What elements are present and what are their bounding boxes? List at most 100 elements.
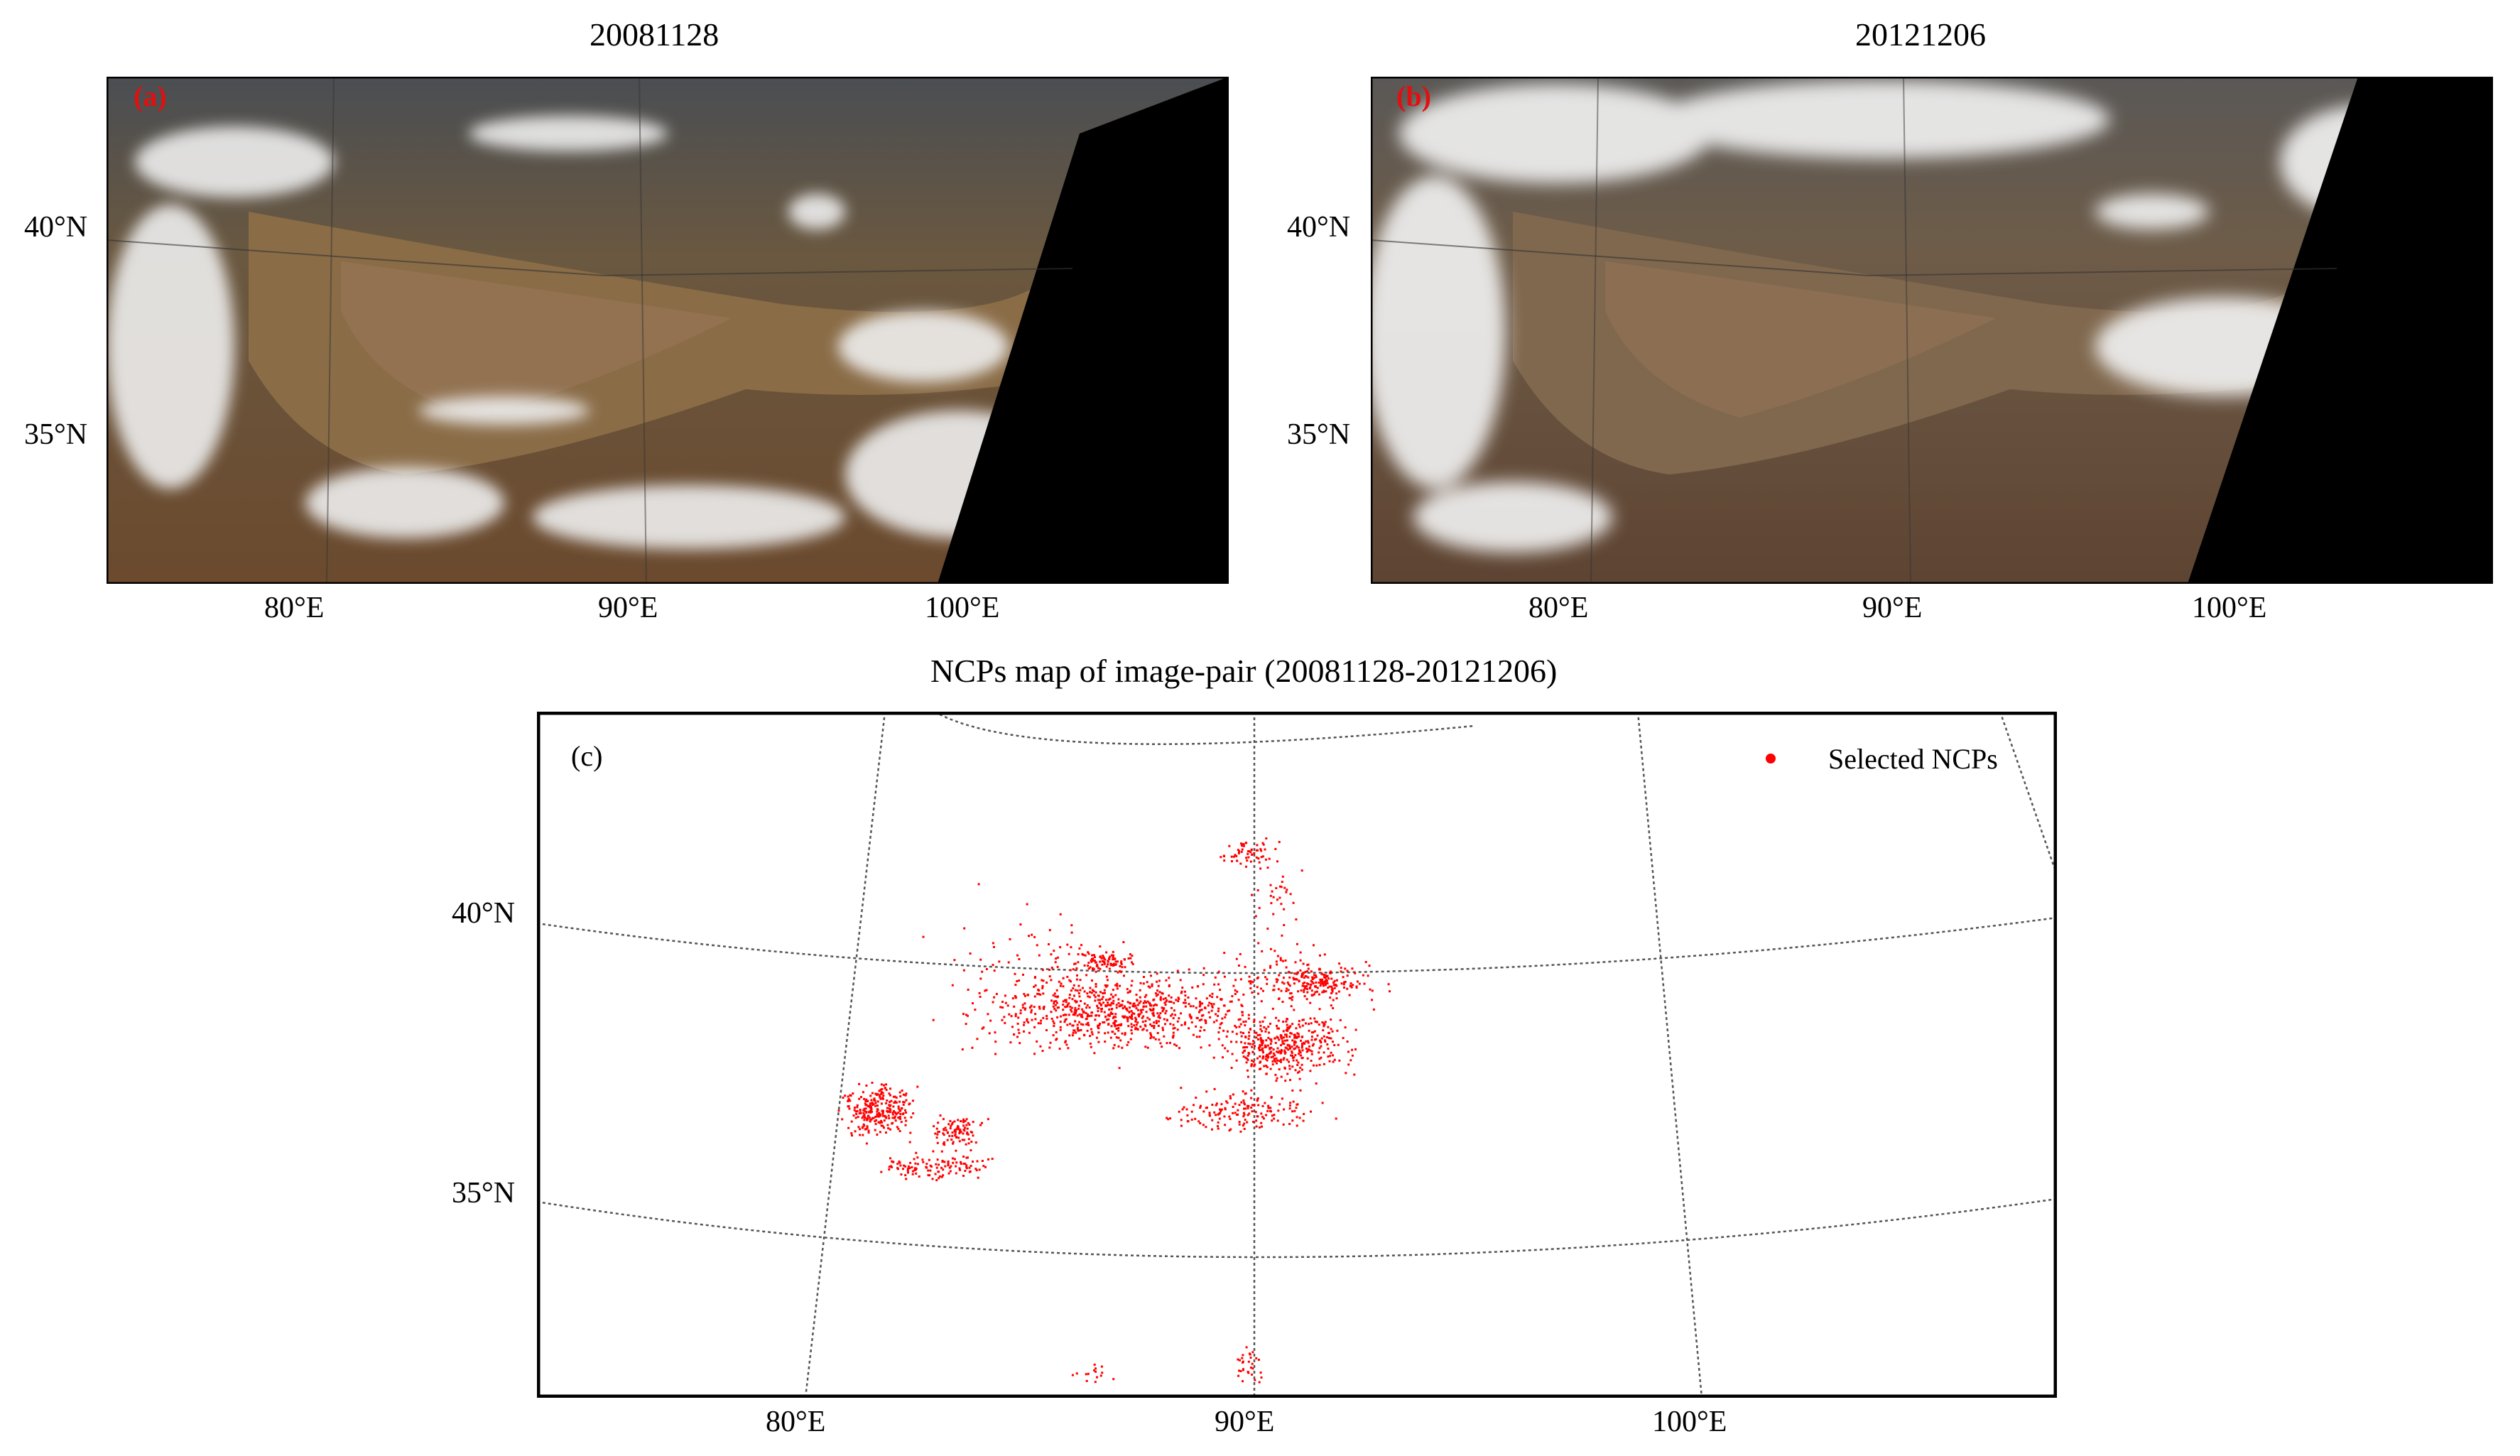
ncp-point bbox=[995, 993, 998, 995]
ncp-point bbox=[959, 1129, 962, 1131]
ncp-point bbox=[1308, 1023, 1310, 1026]
ncp-point bbox=[1055, 1009, 1058, 1012]
ncp-point bbox=[1242, 1360, 1244, 1363]
ncp-point bbox=[898, 1130, 901, 1133]
ncp-point bbox=[1060, 1015, 1062, 1018]
ncp-point bbox=[976, 1038, 979, 1041]
ncp-point bbox=[1322, 983, 1325, 986]
ncp-point bbox=[1211, 996, 1214, 999]
ncp-point bbox=[1156, 1012, 1159, 1015]
ncp-point bbox=[957, 1136, 960, 1139]
ncp-point bbox=[863, 1114, 866, 1117]
ncp-point bbox=[1011, 1026, 1014, 1028]
ncp-point bbox=[1276, 981, 1278, 984]
ncp-point bbox=[880, 1092, 883, 1095]
ncp-point bbox=[1275, 887, 1278, 889]
ncp-point bbox=[891, 1112, 894, 1114]
ncp-point bbox=[1302, 982, 1305, 985]
ncp-point bbox=[1102, 1021, 1104, 1023]
ncp-point bbox=[1086, 1022, 1089, 1025]
ncp-point bbox=[1111, 1013, 1114, 1015]
ncp-point bbox=[1276, 860, 1278, 863]
ncp-point bbox=[888, 1117, 891, 1119]
ncp-point bbox=[1310, 970, 1313, 973]
ncp-point bbox=[1276, 898, 1278, 901]
ncp-point bbox=[1124, 1015, 1126, 1018]
ncp-point bbox=[1243, 1128, 1246, 1130]
ncp-point bbox=[951, 1131, 954, 1134]
ncp-point bbox=[957, 1126, 960, 1129]
ncp-point bbox=[1226, 1102, 1229, 1104]
ncp-point bbox=[1133, 1002, 1136, 1005]
ncp-point bbox=[1278, 1060, 1281, 1063]
ncp-point bbox=[1178, 998, 1180, 1000]
ncp-point bbox=[1305, 975, 1308, 978]
ncp-point bbox=[1256, 977, 1259, 979]
ncp-point bbox=[1269, 1038, 1271, 1041]
ncp-point bbox=[1283, 1108, 1286, 1111]
ncp-point bbox=[1165, 1009, 1168, 1012]
ncp-point bbox=[1167, 1118, 1170, 1121]
ncp-point bbox=[1318, 1058, 1321, 1060]
ncp-point bbox=[955, 1165, 957, 1168]
ncp-point bbox=[1115, 1028, 1118, 1030]
ncp-point bbox=[1229, 1118, 1232, 1120]
ncp-point bbox=[1202, 1124, 1205, 1126]
ncp-point bbox=[1069, 1009, 1072, 1011]
ncp-point bbox=[859, 1134, 862, 1136]
ncp-point bbox=[1162, 1009, 1165, 1011]
ncp-point bbox=[1054, 1004, 1057, 1006]
ncp-point bbox=[1238, 1026, 1241, 1028]
ncp-point bbox=[1222, 1029, 1225, 1032]
ncp-point bbox=[1224, 1108, 1227, 1111]
ncp-point bbox=[1139, 982, 1142, 984]
ncp-point bbox=[1237, 852, 1240, 854]
ncp-point bbox=[853, 1109, 856, 1112]
ncp-point bbox=[911, 1166, 913, 1168]
ncp-point bbox=[1171, 1006, 1173, 1009]
ncp-point bbox=[1208, 1044, 1211, 1047]
ncp-point bbox=[1185, 1108, 1188, 1111]
ncp-point bbox=[1320, 1056, 1323, 1059]
ncp-point bbox=[1103, 992, 1106, 994]
ncp-point bbox=[1262, 1051, 1264, 1054]
ncp-point bbox=[1337, 1043, 1340, 1046]
ncp-point bbox=[1291, 1054, 1293, 1057]
ncp-point bbox=[1112, 962, 1115, 965]
ncp-point bbox=[1052, 1034, 1055, 1037]
ncp-point bbox=[1303, 1041, 1305, 1044]
ncp-point bbox=[1301, 1042, 1303, 1045]
ncp-point bbox=[1135, 1023, 1138, 1026]
ncp-point bbox=[1117, 1029, 1120, 1032]
ncp-point bbox=[1085, 1011, 1087, 1014]
ncp-point bbox=[1241, 844, 1243, 847]
ncp-point bbox=[1046, 1015, 1048, 1017]
ncp-point bbox=[891, 1117, 894, 1119]
ncp-point bbox=[1298, 979, 1300, 982]
ncp-point bbox=[1046, 1017, 1048, 1020]
ncp-point bbox=[1266, 1059, 1269, 1062]
ncp-point bbox=[1265, 1065, 1268, 1067]
ncp-point bbox=[1282, 1123, 1285, 1126]
ncp-point bbox=[1220, 998, 1222, 1001]
ncp-point bbox=[1153, 1025, 1156, 1027]
ncp-point bbox=[1320, 1045, 1323, 1048]
ncp-point bbox=[1017, 1016, 1020, 1019]
ncp-point bbox=[1129, 953, 1131, 956]
ncp-map: Selected NCPs (c) bbox=[537, 712, 2057, 1398]
ncp-point bbox=[1093, 1363, 1096, 1366]
ncp-point bbox=[1117, 1036, 1120, 1039]
ncp-point bbox=[1249, 851, 1252, 854]
ncp-point bbox=[1212, 1056, 1215, 1059]
ncp-point bbox=[898, 1091, 901, 1094]
ncp-point bbox=[869, 1118, 871, 1121]
ncp-point bbox=[854, 1117, 857, 1119]
ncp-point bbox=[897, 1112, 900, 1114]
ncp-point bbox=[1085, 1023, 1088, 1026]
ncp-point bbox=[1287, 983, 1290, 986]
ncp-point bbox=[1318, 1047, 1321, 1050]
ncp-point bbox=[1349, 1059, 1352, 1062]
ncp-point bbox=[992, 1001, 994, 1004]
ncp-point bbox=[904, 1165, 907, 1168]
ncp-point bbox=[1142, 1001, 1145, 1004]
